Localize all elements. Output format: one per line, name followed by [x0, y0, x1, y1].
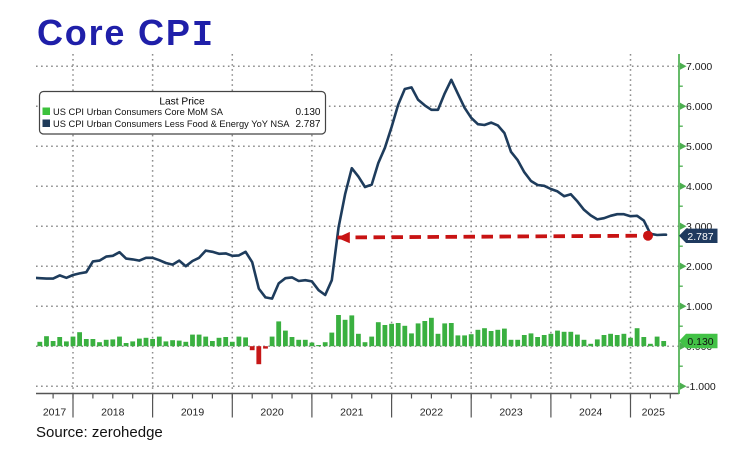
svg-text:0.130: 0.130 — [295, 107, 320, 118]
svg-text:2021: 2021 — [340, 407, 364, 419]
svg-text:2019: 2019 — [181, 407, 205, 419]
svg-text:2025: 2025 — [642, 407, 666, 419]
svg-text:US CPI Urban Consumers Core Mo: US CPI Urban Consumers Core MoM SA — [53, 107, 224, 117]
svg-text:2.000: 2.000 — [686, 261, 712, 273]
svg-text:2022: 2022 — [420, 407, 444, 419]
svg-text:2.787: 2.787 — [295, 119, 320, 130]
svg-text:2017: 2017 — [43, 407, 67, 419]
svg-text:Last Price: Last Price — [159, 97, 205, 108]
svg-text:4.000: 4.000 — [686, 181, 712, 193]
svg-text:2.787: 2.787 — [687, 231, 713, 243]
svg-text:2018: 2018 — [101, 407, 125, 419]
svg-text:7.000: 7.000 — [686, 61, 712, 73]
svg-text:5.000: 5.000 — [686, 141, 712, 153]
svg-text:2020: 2020 — [260, 407, 284, 419]
svg-text:1.000: 1.000 — [686, 301, 712, 313]
svg-text:US CPI Urban Consumers Less Fo: US CPI Urban Consumers Less Food & Energ… — [53, 119, 290, 129]
svg-text:2023: 2023 — [499, 407, 523, 419]
svg-text:6.000: 6.000 — [686, 101, 712, 113]
svg-text:0.130: 0.130 — [687, 336, 713, 348]
svg-text:-1.000: -1.000 — [686, 381, 716, 393]
svg-text:2024: 2024 — [579, 407, 603, 419]
